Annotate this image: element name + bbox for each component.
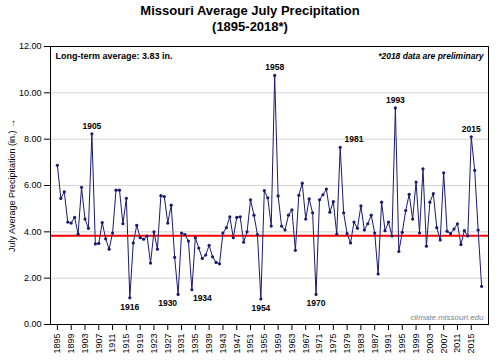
svg-text:1935: 1935 xyxy=(190,334,200,354)
svg-text:1911: 1911 xyxy=(107,334,117,353)
svg-text:1963: 1963 xyxy=(287,334,297,354)
svg-text:1970: 1970 xyxy=(307,298,326,308)
svg-text:*2018 data are preliminary: *2018 data are preliminary xyxy=(378,51,485,61)
svg-text:12.00: 12.00 xyxy=(19,41,42,51)
html-text:Missouri Average July Precipit: Missouri Average July Precipitation (189… xyxy=(140,3,360,34)
svg-text:1975: 1975 xyxy=(328,334,338,354)
svg-text:1895: 1895 xyxy=(52,334,62,354)
svg-text:1899: 1899 xyxy=(66,334,76,354)
svg-text:2015: 2015 xyxy=(466,334,476,354)
svg-text:2011: 2011 xyxy=(452,334,462,353)
svg-text:2007: 2007 xyxy=(439,334,449,354)
svg-text:1934: 1934 xyxy=(193,293,212,303)
svg-text:1979: 1979 xyxy=(342,334,352,354)
svg-text:July Average Precipitation (in: July Average Precipitation (in.) → xyxy=(7,119,17,252)
svg-text:Long-term average: 3.83 in.: Long-term average: 3.83 in. xyxy=(56,51,173,61)
svg-text:1927: 1927 xyxy=(163,334,173,354)
svg-text:1954: 1954 xyxy=(251,303,270,313)
svg-text:8.00: 8.00 xyxy=(24,134,42,144)
svg-text:1943: 1943 xyxy=(218,334,228,354)
svg-text:1987: 1987 xyxy=(370,334,380,354)
svg-text:6.00: 6.00 xyxy=(24,180,42,190)
svg-text:2.00: 2.00 xyxy=(24,273,42,283)
svg-text:1916: 1916 xyxy=(120,302,139,312)
svg-text:1903: 1903 xyxy=(80,334,90,354)
svg-text:1971: 1971 xyxy=(314,334,324,354)
svg-text:2003: 2003 xyxy=(425,334,435,354)
svg-text:1983: 1983 xyxy=(356,334,366,354)
svg-text:1995: 1995 xyxy=(397,334,407,354)
svg-text:1915: 1915 xyxy=(121,334,131,354)
svg-text:4.00: 4.00 xyxy=(24,227,42,237)
svg-text:1991: 1991 xyxy=(383,334,393,354)
svg-text:1923: 1923 xyxy=(149,334,159,354)
svg-text:climate.missouri.edu: climate.missouri.edu xyxy=(411,313,484,322)
svg-text:1958: 1958 xyxy=(265,62,284,72)
svg-text:0.00: 0.00 xyxy=(24,319,42,329)
svg-text:1907: 1907 xyxy=(94,334,104,354)
svg-text:1939: 1939 xyxy=(204,334,214,354)
svg-text:10.00: 10.00 xyxy=(19,88,42,98)
svg-text:1999: 1999 xyxy=(411,334,421,354)
svg-text:1919: 1919 xyxy=(135,334,145,354)
svg-text:1931: 1931 xyxy=(176,334,186,354)
svg-text:1947: 1947 xyxy=(232,334,242,354)
svg-text:1967: 1967 xyxy=(301,334,311,354)
svg-text:1955: 1955 xyxy=(259,334,269,354)
svg-text:2015: 2015 xyxy=(462,124,481,134)
svg-text:1930: 1930 xyxy=(158,298,177,308)
svg-text:1981: 1981 xyxy=(345,134,364,144)
svg-text:1993: 1993 xyxy=(386,95,405,105)
svg-text:1959: 1959 xyxy=(273,334,283,354)
svg-text:1905: 1905 xyxy=(82,121,101,131)
svg-text:1951: 1951 xyxy=(245,334,255,354)
